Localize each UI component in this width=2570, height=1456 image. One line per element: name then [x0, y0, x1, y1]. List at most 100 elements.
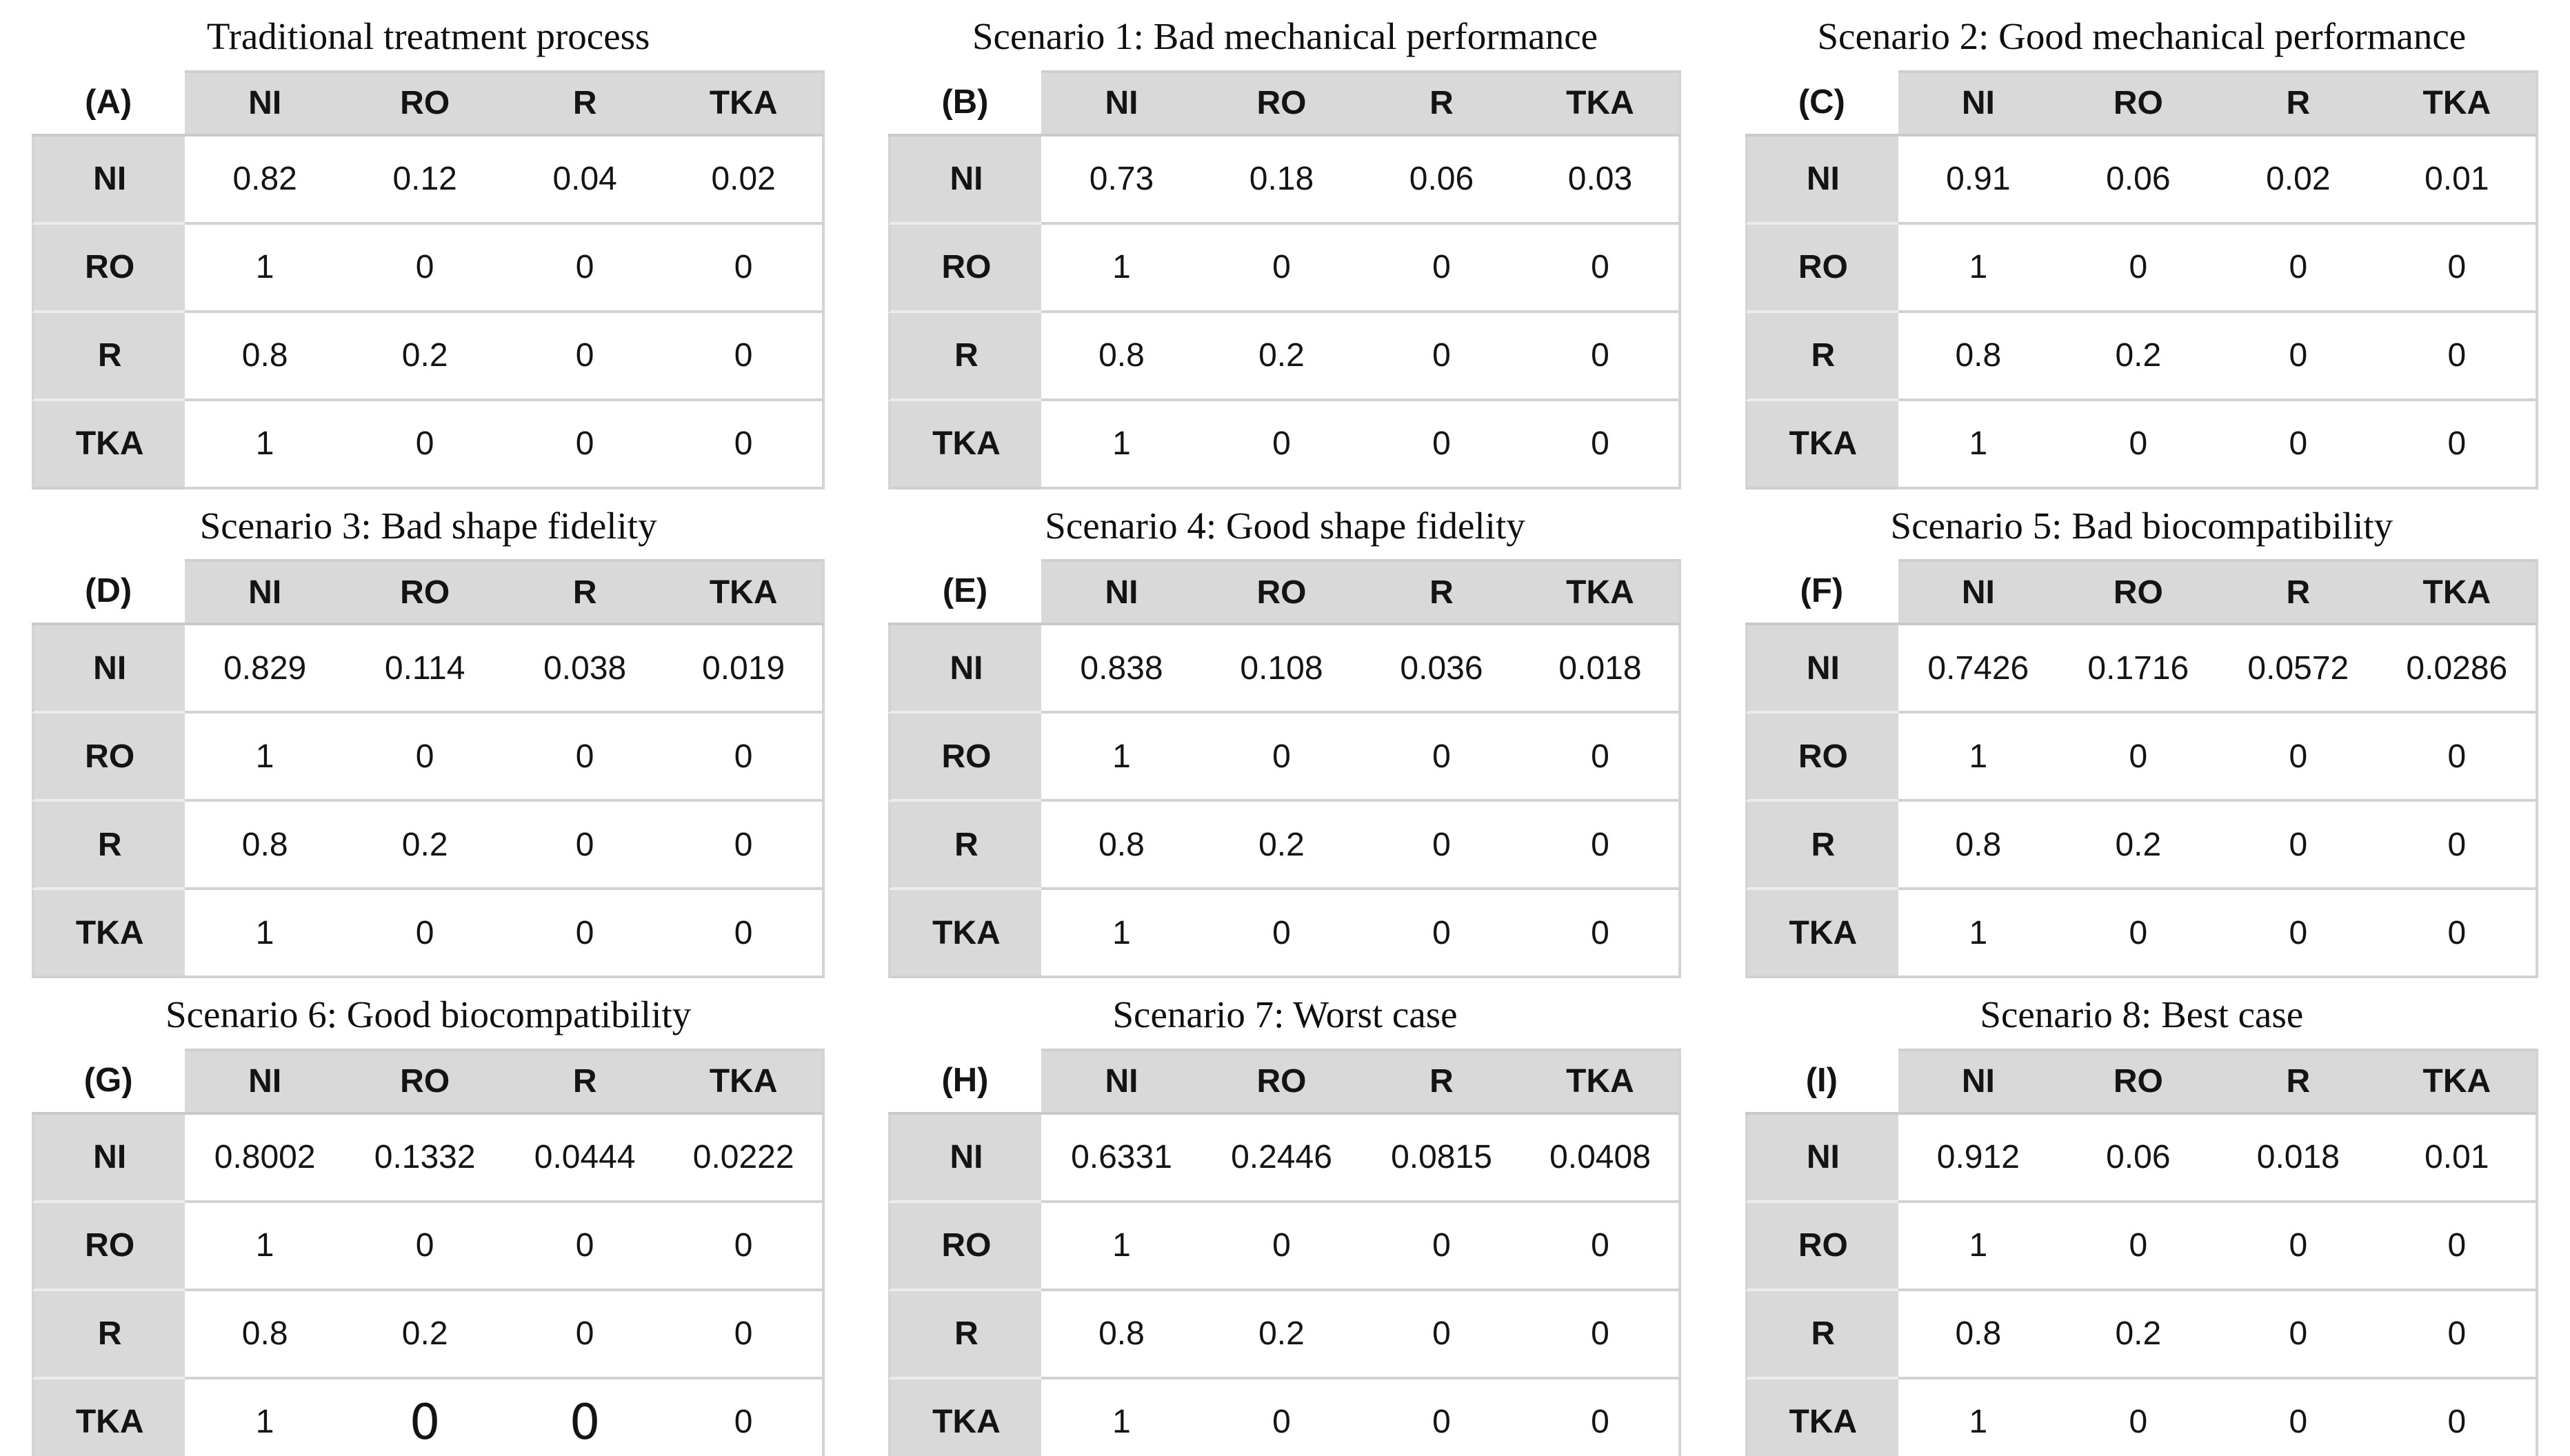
matrix-value-cell: 0 [1201, 401, 1362, 489]
matrix-value-cell: 0 [345, 890, 505, 979]
matrix-value-cell: 0.01 [2378, 136, 2538, 225]
matrix-value-cell: 0.8 [185, 802, 345, 891]
column-header: R [2218, 1048, 2378, 1115]
matrix-value-cell: 1 [1041, 1202, 1202, 1291]
matrix-value-cell: 0.2 [2058, 1291, 2218, 1379]
matrix-value-cell: 0.0815 [1361, 1114, 1522, 1203]
matrix-value-cell: 0.02 [665, 136, 825, 225]
table-body: NI 0.6331 0.2446 0.0815 0.0408 RO 1 0 0 0 R 0.8 0.2 0… [888, 1114, 1682, 1456]
matrix-value-cell: 0 [1361, 224, 1522, 313]
matrix-value-cell: 1 [1041, 714, 1202, 802]
matrix-value-cell: 0 [1361, 890, 1522, 979]
column-header: TKA [665, 1048, 825, 1115]
row-header: RO [1745, 714, 1898, 802]
column-header: TKA [665, 559, 825, 626]
panel-title: Scenario 2: Good mechanical performance [1817, 15, 2467, 57]
matrix-value-cell: 0 [505, 312, 665, 401]
table-row: TKA 1 0 0 0 [888, 1379, 1682, 1456]
matrix-value-cell: 0 [2058, 224, 2218, 313]
table-row: RO 1 0 0 0 [32, 714, 825, 802]
matrix-value-cell: 0.01 [2378, 1114, 2538, 1203]
row-header: TKA [32, 1379, 185, 1456]
row-header: RO [1745, 224, 1898, 313]
matrix-value-cell: 1 [185, 890, 345, 979]
matrix-value-cell: 0 [345, 224, 505, 313]
matrix-value-cell: 0 [2378, 401, 2538, 489]
matrix-value-cell: 0.06 [1361, 136, 1522, 225]
transition-matrix-table: (I) NI RO R TKA NI 0.912 0.06 0.018 0.01 RO 1 0 0 0 R… [1745, 1048, 2538, 1456]
matrix-value-cell: 0 [2218, 312, 2378, 401]
row-header: TKA [888, 401, 1042, 489]
table-body: NI 0.73 0.18 0.06 0.03 RO 1 0 0 0 R 0.8 0.2 0 0 TKA 1 0 0 0 [888, 136, 1682, 489]
column-header: R [505, 70, 665, 136]
column-header: NI [185, 1048, 345, 1115]
matrix-value-cell: 0.2 [345, 802, 505, 891]
table-row: TKA 1 0 0 0 [32, 401, 825, 489]
matrix-value-cell: 0 [505, 1202, 665, 1291]
column-header: R [1361, 1048, 1522, 1115]
table-row: TKA 1 0 0 0 [32, 1379, 825, 1456]
table-row: TKA 1 0 0 0 [1745, 401, 2538, 489]
matrix-value-cell: 0.2 [345, 312, 505, 401]
matrix-value-cell: 0.912 [1898, 1114, 2058, 1203]
matrix-value-cell: 0 [345, 714, 505, 802]
matrix-value-cell: 0.8 [185, 312, 345, 401]
row-header: R [32, 1291, 185, 1379]
row-header: R [32, 312, 185, 401]
scenario-panel: Scenario 2: Good mechanical performance … [1714, 0, 2570, 489]
table-row: R 0.8 0.2 0 0 [888, 802, 1682, 891]
table-row: TKA 1 0 0 0 [1745, 890, 2538, 979]
table-row: NI 0.91 0.06 0.02 0.01 [1745, 136, 2538, 225]
table-header-row: (B) NI RO R TKA [888, 70, 1682, 136]
row-header: R [888, 802, 1042, 891]
column-header: TKA [1521, 559, 1682, 626]
matrix-value-cell: 0.04 [505, 136, 665, 225]
column-header: NI [1041, 70, 1202, 136]
panel-title: Scenario 5: Bad biocompatibility [1890, 504, 2393, 547]
panel-label: (F) [1745, 559, 1898, 626]
row-header: R [1745, 1291, 1898, 1379]
matrix-value-cell: 0.8 [1898, 1291, 2058, 1379]
matrix-value-cell: 0 [1521, 1202, 1682, 1291]
row-header: NI [888, 1114, 1042, 1203]
matrix-value-cell: 0.829 [185, 625, 345, 714]
column-header: NI [185, 70, 345, 136]
table-body: NI 0.838 0.108 0.036 0.018 RO 1 0 0 0 R 0.8 0.2 0 0 TKA… [888, 625, 1682, 979]
matrix-value-cell: 1 [1041, 1379, 1202, 1456]
scenario-panel: Scenario 8: Best case (I) NI RO R TKA NI 0.9… [1714, 978, 2570, 1456]
table-row: NI 0.8002 0.1332 0.0444 0.0222 [32, 1114, 825, 1203]
table-row: R 0.8 0.2 0 0 [32, 802, 825, 891]
matrix-value-cell: 0 [2218, 1291, 2378, 1379]
matrix-value-cell: 0 [505, 401, 665, 489]
column-header: NI [185, 559, 345, 626]
matrix-value-cell: 0 [2218, 714, 2378, 802]
matrix-value-cell: 0 [665, 1291, 825, 1379]
scenario-panel: Scenario 1: Bad mechanical performance (… [856, 0, 1713, 489]
column-header: TKA [2378, 70, 2538, 136]
table-row: RO 1 0 0 0 [888, 1202, 1682, 1291]
matrix-value-cell: 1 [1898, 1202, 2058, 1291]
row-header: R [888, 1291, 1042, 1379]
matrix-value-cell: 1 [185, 1379, 345, 1456]
matrix-value-cell: 0 [2378, 312, 2538, 401]
matrix-value-cell: 0.0444 [505, 1114, 665, 1203]
table-row: RO 1 0 0 0 [1745, 224, 2538, 313]
matrix-value-cell: 0 [2378, 1202, 2538, 1291]
row-header: NI [888, 625, 1042, 714]
matrix-value-cell: 1 [1041, 401, 1202, 489]
row-header: NI [1745, 136, 1898, 225]
transition-matrix-table: (G) NI RO R TKA NI 0.8002 0.1332 0.0444 0.0222 R… [32, 1048, 825, 1456]
matrix-value-cell: 0 [1201, 890, 1362, 979]
column-header: RO [2058, 1048, 2218, 1115]
row-header: NI [1745, 625, 1898, 714]
matrix-value-cell: 1 [1898, 1379, 2058, 1456]
matrix-value-cell: 0 [345, 401, 505, 489]
matrix-value-cell: 0 [505, 1291, 665, 1379]
panel-title: Scenario 1: Bad mechanical performance [972, 15, 1598, 57]
matrix-value-cell: 0.06 [2058, 136, 2218, 225]
matrix-value-cell: 1 [1898, 714, 2058, 802]
panel-title: Scenario 4: Good shape fidelity [1045, 504, 1525, 547]
row-header: TKA [32, 401, 185, 489]
matrix-value-cell: 0 [1521, 1379, 1682, 1456]
